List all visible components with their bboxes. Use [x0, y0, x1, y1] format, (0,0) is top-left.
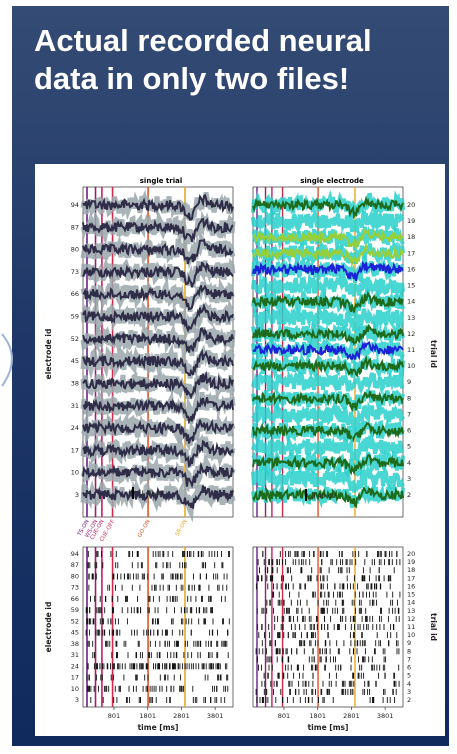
y-tick-label: 45 — [71, 357, 79, 365]
y-tick-label: 94 — [71, 550, 79, 558]
y-tick-label: 19 — [407, 558, 415, 566]
y-tick-label: 18 — [407, 566, 415, 574]
y-tick-label: 2 — [407, 696, 411, 704]
y-tick-label: 11 — [407, 623, 415, 631]
x-tick-label: 2801 — [173, 712, 190, 720]
raster-trial-xlabel: time [ms] — [308, 723, 349, 732]
y-tick-label: 7 — [407, 410, 411, 418]
y-tick-label: 87 — [71, 561, 79, 569]
y-tick-label: 10 — [407, 362, 415, 370]
y-tick-label: 15 — [407, 282, 415, 290]
slide-panel: Actual recorded neural data in only two … — [12, 6, 449, 746]
y-tick-label: 6 — [407, 427, 411, 435]
y-tick-label: 38 — [71, 379, 79, 387]
y-tick-label: 38 — [71, 640, 79, 648]
y-tick-label: 17 — [71, 674, 79, 682]
y-tick-label: 9 — [407, 378, 411, 386]
single-electrode-scale-bar: || 40 uV — [311, 492, 337, 500]
single-electrode-title: single electrode — [300, 177, 364, 185]
y-tick-label: 3 — [75, 696, 79, 704]
y-tick-label: 73 — [71, 268, 79, 276]
event-label: SR-ON — [175, 519, 189, 537]
single-trial-title: single trial — [140, 177, 182, 185]
y-tick-label: 14 — [407, 599, 415, 607]
y-tick-label: 16 — [407, 582, 415, 590]
y-tick-label: 4 — [407, 680, 411, 688]
figure-canvas: single trial 948780736659524538312417103… — [35, 164, 445, 736]
y-tick-label: 18 — [407, 233, 415, 241]
y-tick-label: 17 — [407, 249, 415, 257]
y-tick-label: 73 — [71, 584, 79, 592]
y-tick-label: 31 — [71, 651, 79, 659]
y-tick-label: 8 — [407, 647, 411, 655]
y-tick-label: 5 — [407, 443, 411, 451]
y-tick-label: 8 — [407, 394, 411, 402]
x-tick-label: 1801 — [309, 712, 326, 720]
raster-trial-ylabel: trial id — [429, 613, 438, 641]
y-tick-label: 12 — [407, 330, 415, 338]
y-tick-label: 17 — [71, 446, 79, 454]
y-tick-label: 80 — [71, 246, 79, 254]
y-tick-label: 59 — [71, 313, 79, 321]
y-tick-label: 5 — [407, 672, 411, 680]
y-tick-label: 11 — [407, 346, 415, 354]
y-tick-label: 9 — [407, 639, 411, 647]
y-tick-label: 31 — [71, 402, 79, 410]
raster-electrode-axes — [83, 547, 233, 707]
y-tick-label: 19 — [407, 217, 415, 225]
y-tick-label: 10 — [71, 469, 79, 477]
headline: Actual recorded neural data in only two … — [34, 22, 434, 98]
y-tick-label: 4 — [407, 459, 411, 467]
single-trial-scale-bar: || 40 uV — [139, 489, 165, 497]
y-tick-label: 20 — [407, 201, 415, 209]
y-tick-label: 13 — [407, 607, 415, 615]
y-tick-label: 80 — [71, 572, 79, 580]
y-tick-label: 10 — [407, 631, 415, 639]
y-tick-label: 24 — [71, 424, 79, 432]
y-tick-label: 24 — [71, 662, 79, 670]
x-tick-label: 3801 — [207, 712, 224, 720]
y-tick-label: 94 — [71, 201, 79, 209]
y-tick-label: 87 — [71, 223, 79, 231]
y-tick-label: 17 — [407, 574, 415, 582]
event-label: GO-ON — [137, 519, 152, 539]
x-tick-label: 3801 — [377, 712, 394, 720]
y-tick-label: 16 — [407, 265, 415, 273]
decorative-arc — [0, 330, 30, 390]
y-tick-label: 3 — [407, 688, 411, 696]
raster-electrode-ylabel: electrode id — [44, 602, 53, 653]
y-tick-label: 6 — [407, 664, 411, 672]
x-tick-label: 2801 — [343, 712, 360, 720]
y-tick-label: 52 — [71, 617, 79, 625]
y-tick-label: 20 — [407, 550, 415, 558]
y-tick-label: 7 — [407, 655, 411, 663]
x-tick-label: 801 — [278, 712, 290, 720]
y-tick-label: 15 — [407, 591, 415, 599]
raster-electrode-xlabel: time [ms] — [138, 723, 179, 732]
y-tick-label: 3 — [407, 475, 411, 483]
y-tick-label: 66 — [71, 290, 79, 298]
y-tick-label: 13 — [407, 314, 415, 322]
y-tick-label: 52 — [71, 335, 79, 343]
y-tick-label: 3 — [75, 491, 79, 499]
figure: single trial 94 87 80 73 66 59 52 45 38 31 24 17 10 3… — [35, 164, 445, 736]
y-tick-label: 66 — [71, 595, 79, 603]
y-tick-label: 14 — [407, 298, 415, 306]
single-electrode-ylabel: trial id — [429, 340, 438, 368]
y-tick-label: 2 — [407, 491, 411, 499]
y-tick-label: 10 — [71, 685, 79, 693]
y-tick-label: 12 — [407, 615, 415, 623]
y-tick-label: 45 — [71, 629, 79, 637]
y-tick-label: 59 — [71, 606, 79, 614]
x-tick-label: 801 — [108, 712, 120, 720]
single-trial-ylabel: electrode id — [44, 329, 53, 380]
x-tick-label: 1801 — [139, 712, 156, 720]
